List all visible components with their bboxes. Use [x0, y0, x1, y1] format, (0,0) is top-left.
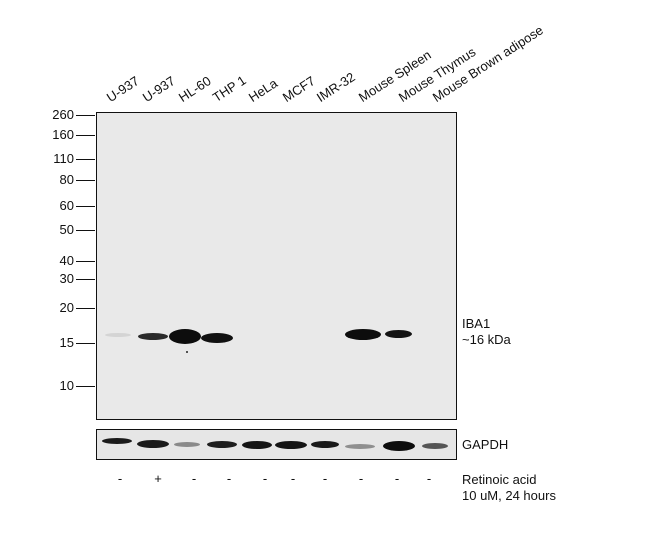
mw-label-160: 160 [52, 127, 74, 142]
mw-label-260: 260 [52, 107, 74, 122]
band-lane-2 [138, 333, 168, 340]
gapdh-band-4 [207, 441, 237, 448]
band-lane-4 [201, 333, 233, 343]
mw-label-15: 15 [59, 335, 74, 350]
mw-tick [76, 115, 95, 116]
lane-label-4: THP 1 [209, 72, 249, 105]
treatment-lane-7: - [322, 471, 328, 486]
iba1-blot-panel [96, 112, 457, 420]
mw-tick [76, 308, 95, 309]
gapdh-band-5 [242, 441, 272, 449]
mw-label-20: 20 [59, 300, 74, 315]
treatment-label: Retinoic acid 10 uM, 24 hours [462, 472, 556, 504]
gapdh-band-2 [137, 440, 169, 448]
mw-label-60: 60 [59, 198, 74, 213]
target-label: IBA1 ~16 kDa [462, 316, 511, 348]
lane-label-5: HeLa [245, 75, 281, 105]
target-size: ~16 kDa [462, 332, 511, 347]
gapdh-band-3 [174, 442, 200, 447]
dust-speck [186, 351, 188, 353]
gapdh-blot-panel [96, 429, 457, 460]
lane-label-1: U-937 [103, 73, 142, 105]
mw-tick [76, 135, 95, 136]
mw-label-10: 10 [59, 378, 74, 393]
gapdh-band-6 [275, 441, 307, 449]
loading-control-label: GAPDH [462, 437, 509, 452]
band-lane-1 [105, 333, 131, 337]
lane-label-2: U-937 [139, 73, 178, 105]
mw-tick [76, 261, 95, 262]
mw-tick [76, 180, 95, 181]
lane-label-6: MCF7 [279, 73, 318, 105]
target-name: IBA1 [462, 316, 491, 331]
band-lane-8 [345, 329, 381, 340]
gapdh-band-8 [345, 444, 375, 449]
treatment-label-line1: Retinoic acid [462, 472, 537, 487]
mw-label-40: 40 [59, 253, 74, 268]
lane-label-7: IMR-32 [313, 69, 358, 105]
mw-label-30: 30 [59, 271, 74, 286]
gapdh-band-7 [311, 441, 339, 448]
treatment-lane-9: - [394, 471, 400, 486]
mw-label-80: 80 [59, 172, 74, 187]
treatment-lane-6: - [290, 471, 296, 486]
mw-tick [76, 206, 95, 207]
mw-tick [76, 279, 95, 280]
gapdh-band-1 [102, 438, 132, 444]
lane-label-3: HL-60 [175, 73, 214, 105]
treatment-lane-8: - [358, 471, 364, 486]
gapdh-band-10 [422, 443, 448, 449]
mw-tick [76, 159, 95, 160]
mw-tick [76, 386, 95, 387]
mw-tick [76, 343, 95, 344]
mw-label-110: 110 [53, 151, 74, 166]
mw-label-50: 50 [59, 222, 74, 237]
treatment-lane-3: - [191, 471, 197, 486]
treatment-lane-5: - [262, 471, 268, 486]
treatment-lane-4: - [226, 471, 232, 486]
band-lane-3 [169, 329, 201, 344]
treatment-label-line2: 10 uM, 24 hours [462, 488, 556, 503]
gapdh-band-9 [383, 441, 415, 451]
mw-tick [76, 230, 95, 231]
treatment-lane-10: - [426, 471, 432, 486]
band-lane-9 [385, 330, 412, 338]
treatment-lane-2: + [154, 471, 162, 486]
treatment-lane-1: - [117, 471, 123, 486]
